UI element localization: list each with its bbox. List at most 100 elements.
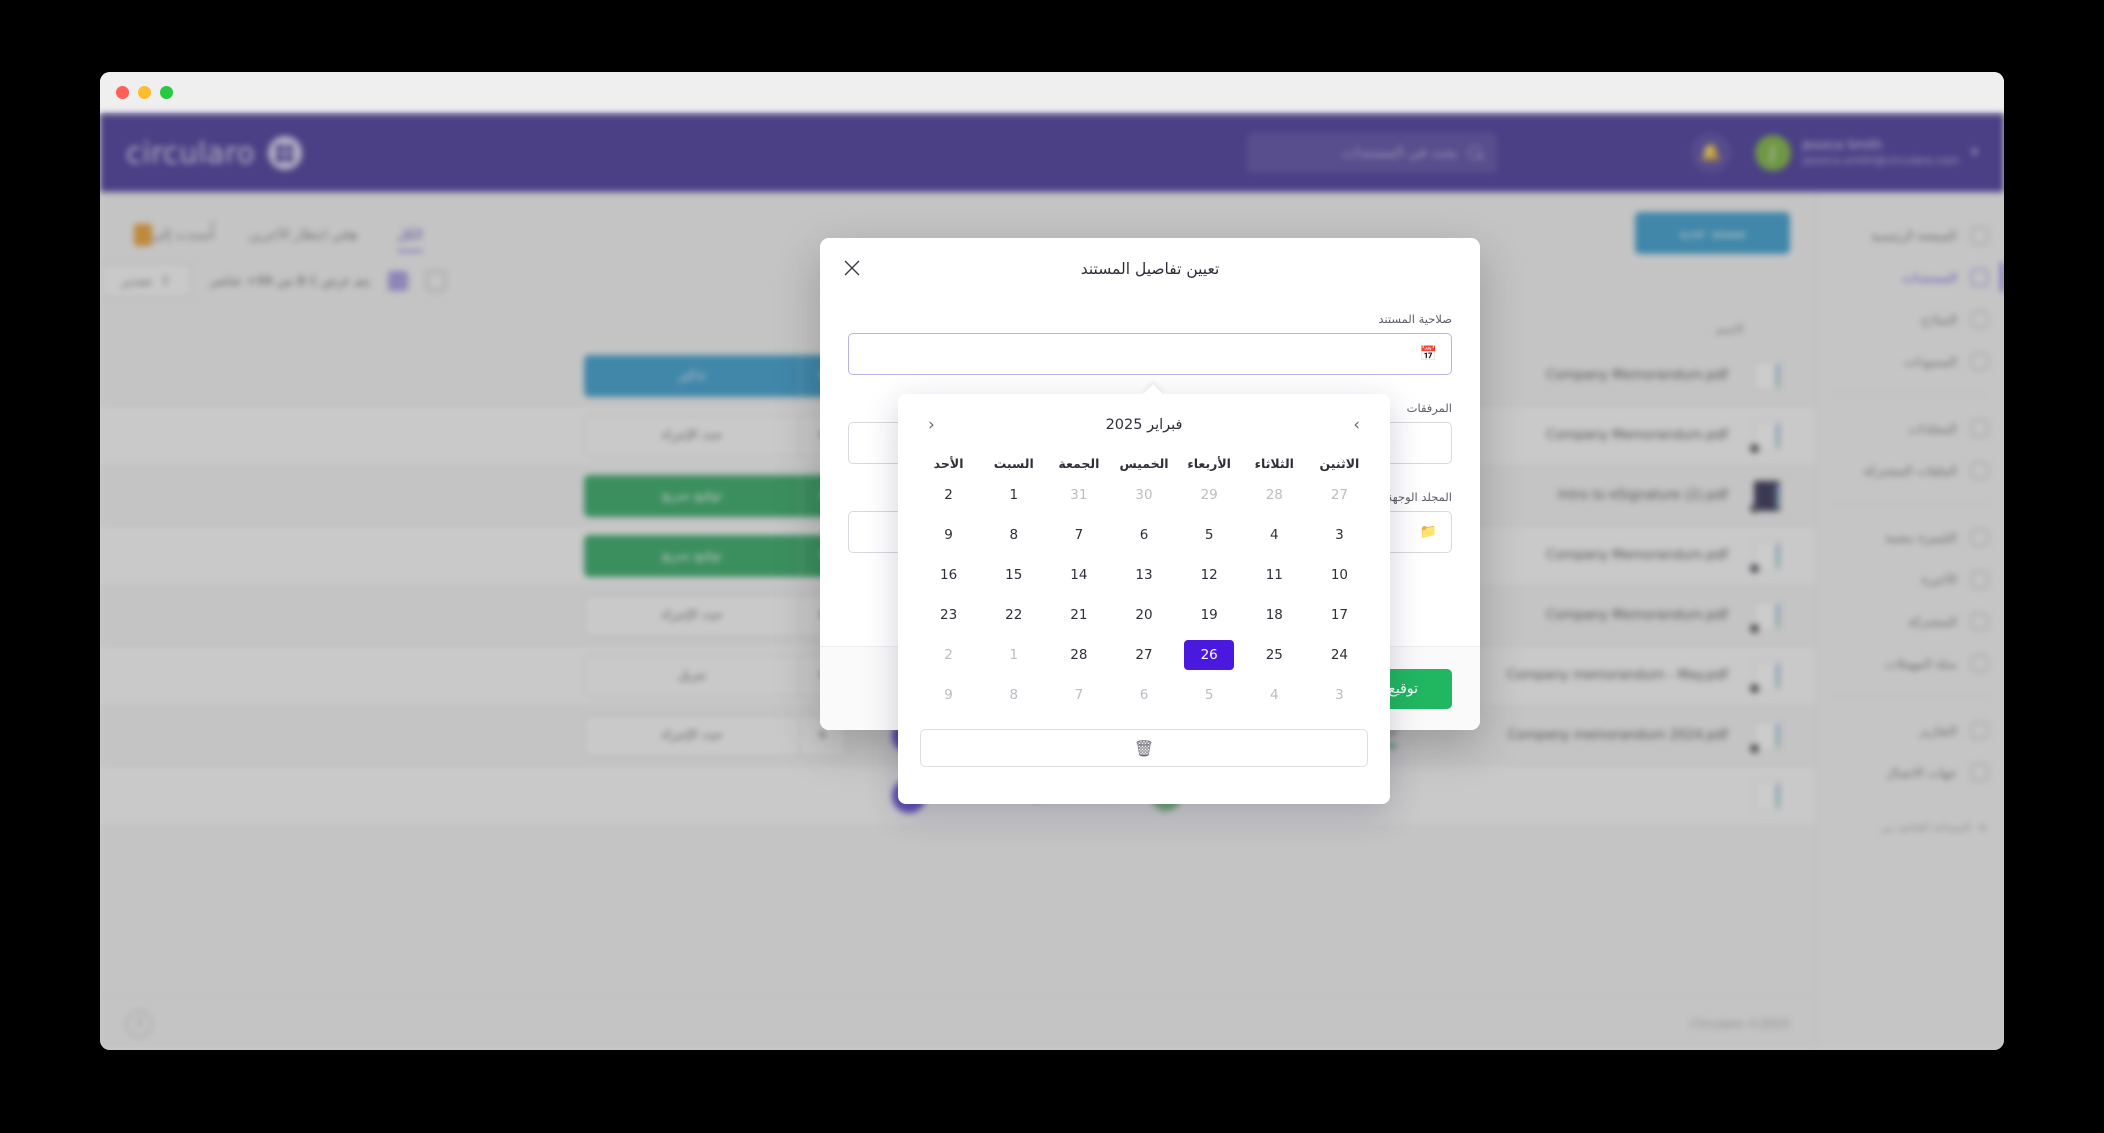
calendar-day[interactable]: 5: [1177, 675, 1242, 715]
calendar-day[interactable]: 19: [1177, 595, 1242, 635]
calendar-day[interactable]: 6: [1111, 515, 1176, 555]
calendar-day[interactable]: 10: [1307, 555, 1372, 595]
calendar-day[interactable]: 22: [981, 595, 1046, 635]
row-action-button[interactable]: ▼توقيع سريع: [584, 534, 846, 577]
calendar-day[interactable]: 27: [1307, 475, 1372, 515]
row-action-button[interactable]: ▼حدد الإجراء: [584, 714, 846, 757]
sidebar-item-8[interactable]: المشتركة: [1817, 600, 2004, 642]
row-action-button[interactable]: ▼حدد الإجراء: [584, 594, 846, 637]
calendar-day[interactable]: 4: [1242, 675, 1307, 715]
chevron-down-icon[interactable]: ▼: [799, 715, 845, 756]
lock-icon: [1750, 683, 1759, 693]
calendar-day[interactable]: 24: [1307, 635, 1372, 675]
calendar-day[interactable]: 12: [1177, 555, 1242, 595]
close-icon[interactable]: [840, 256, 864, 280]
calendar-day[interactable]: 25: [1242, 635, 1307, 675]
document-name[interactable]: Company memorandum 2024.pdf: [1507, 728, 1728, 743]
new-document-button[interactable]: مستند جديد: [1634, 211, 1790, 254]
calendar-day[interactable]: 6: [1111, 675, 1176, 715]
action-cell: ▼ حدد الإجراء: [126, 714, 870, 757]
export-button[interactable]: ⇪ تصدير: [100, 263, 192, 298]
sidebar-item-label: المستندات: [1901, 269, 1957, 285]
sidebar-item-2[interactable]: النماذج: [1817, 298, 2004, 340]
calendar-day[interactable]: 2: [916, 475, 981, 515]
calendar-day-number: 15: [1005, 567, 1023, 583]
window-titlebar: [100, 72, 2004, 114]
sidebar-item-3[interactable]: المسودات: [1817, 340, 2004, 382]
sidebar-item-10[interactable]: التقارير: [1817, 709, 2004, 751]
notifications-button[interactable]: 🔔: [1690, 133, 1731, 173]
calendar-day[interactable]: 9: [916, 515, 981, 555]
calendar-day[interactable]: 2: [916, 635, 981, 675]
clear-date-button[interactable]: 🗑: [920, 729, 1368, 767]
calendar-day[interactable]: 29: [1177, 475, 1242, 515]
calendar-day[interactable]: 7: [1046, 675, 1111, 715]
row-action-button[interactable]: ▼حدد الإجراء: [584, 414, 846, 457]
document-name[interactable]: Company Memorandum.pdf: [1546, 608, 1728, 623]
sidebar-item-6[interactable]: المُميزة بنجمة: [1817, 516, 2004, 558]
tab-1[interactable]: ●في انتظار الآخرين: [248, 227, 363, 252]
window-maximize-button[interactable]: [160, 86, 173, 99]
list-view-icon[interactable]: [388, 270, 409, 291]
search-input[interactable]: بحث في المستندات: [1246, 133, 1497, 173]
document-name[interactable]: Company memorandum - May.pdf: [1506, 668, 1728, 683]
calendar-day[interactable]: 5: [1177, 515, 1242, 555]
list-toolbar: يتم عرض 1-8 من 99+ عناصر ⇪ تصدير: [100, 255, 1816, 298]
calendar-day-selected[interactable]: 26: [1177, 635, 1242, 675]
calendar-day[interactable]: 18: [1242, 595, 1307, 635]
calendar-day[interactable]: 9: [916, 675, 981, 715]
sidebar-item-5[interactable]: الملفات المشتركة: [1817, 449, 2004, 491]
tab-2[interactable]: أُسندت إلي: [126, 224, 214, 255]
calendar-day[interactable]: 13: [1111, 555, 1176, 595]
calendar-day-number: 22: [1005, 607, 1023, 623]
calendar-day[interactable]: 3: [1307, 515, 1372, 555]
row-action-button[interactable]: ▼توقيع سريع: [584, 474, 846, 517]
calendar-footer: 🗑: [898, 715, 1390, 767]
sidebar-item-11[interactable]: جهات الاتصال: [1817, 751, 2004, 793]
calendar-day[interactable]: 15: [981, 555, 1046, 595]
sidebar-item-9[interactable]: سلة المهملات: [1817, 642, 2004, 684]
calendar-day[interactable]: 4: [1242, 515, 1307, 555]
calendar-day[interactable]: 3: [1307, 675, 1372, 715]
calendar-day[interactable]: 28: [1046, 635, 1111, 675]
window-close-button[interactable]: [116, 86, 129, 99]
window-minimize-button[interactable]: [138, 86, 151, 99]
calendar-day[interactable]: 27: [1111, 635, 1176, 675]
calendar-day[interactable]: 16: [916, 555, 981, 595]
chevron-right-icon[interactable]: ›: [1353, 414, 1360, 435]
calendar-day[interactable]: 8: [981, 515, 1046, 555]
tab-0[interactable]: الكل: [397, 227, 423, 252]
calendar-day[interactable]: 7: [1046, 515, 1111, 555]
calendar-day[interactable]: 14: [1046, 555, 1111, 595]
calendar-day[interactable]: 8: [981, 675, 1046, 715]
grid-view-icon[interactable]: [426, 270, 447, 291]
chevron-left-icon[interactable]: ‹: [928, 414, 935, 435]
sidebar-item-4[interactable]: المجلدات: [1817, 407, 2004, 449]
calendar-day[interactable]: 23: [916, 595, 981, 635]
sidebar-item-7[interactable]: الأخيرة: [1817, 558, 2004, 600]
document-name[interactable]: Company Memorandum.pdf: [1546, 368, 1728, 383]
calendar-day[interactable]: 31: [1046, 475, 1111, 515]
document-thumbnail: [1744, 660, 1790, 693]
document-name[interactable]: Intro to eSignature (2).pdf: [1558, 488, 1728, 503]
brand-logo[interactable]: circularo: [126, 136, 302, 170]
calendar-day[interactable]: 30: [1111, 475, 1176, 515]
sidebar-item-0[interactable]: الصفحة الرئيسية: [1817, 214, 2004, 256]
calendar-day[interactable]: 20: [1111, 595, 1176, 635]
calendar-day[interactable]: 21: [1046, 595, 1111, 635]
document-name[interactable]: Company Memorandum.pdf: [1546, 548, 1728, 563]
table-row[interactable]: Intro to eSignature (2).pdf ▼توقيع سريع: [100, 466, 1816, 526]
sidebar-item-1[interactable]: المستندات: [1817, 256, 2004, 298]
calendar-day[interactable]: 1: [981, 635, 1046, 675]
weekday-label-5: السبت: [993, 456, 1034, 471]
row-action-button[interactable]: ▼تذكير: [584, 354, 846, 397]
modal-title: تعيين تفاصيل المستند: [1080, 260, 1220, 278]
user-profile-chip[interactable]: ▼ Jessica Smith jessica.smith@circularo.…: [1754, 135, 1978, 171]
calendar-day[interactable]: 28: [1242, 475, 1307, 515]
help-icon[interactable]: ?: [126, 1010, 152, 1037]
document-name[interactable]: Company Memorandum.pdf: [1546, 428, 1728, 443]
calendar-day[interactable]: 11: [1242, 555, 1307, 595]
calendar-day[interactable]: 17: [1307, 595, 1372, 635]
calendar-day[interactable]: 1: [981, 475, 1046, 515]
validity-date-input[interactable]: 📅: [848, 333, 1452, 375]
